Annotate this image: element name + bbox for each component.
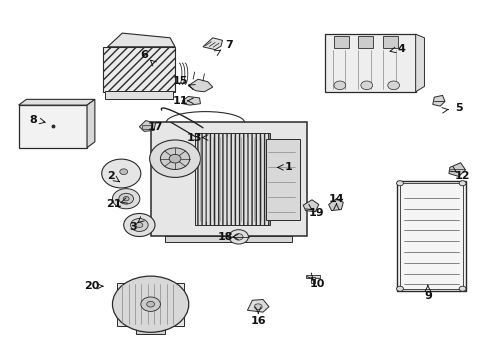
Circle shape bbox=[123, 197, 129, 201]
Polygon shape bbox=[188, 79, 212, 92]
Circle shape bbox=[149, 140, 200, 177]
Circle shape bbox=[130, 219, 148, 231]
Bar bbox=[325, 34, 415, 92]
Polygon shape bbox=[182, 96, 200, 105]
Text: 15: 15 bbox=[172, 76, 187, 86]
Text: 2: 2 bbox=[107, 171, 115, 181]
Text: 5: 5 bbox=[454, 103, 462, 113]
Circle shape bbox=[254, 304, 262, 310]
Text: 4: 4 bbox=[396, 44, 404, 54]
Polygon shape bbox=[87, 99, 95, 148]
Circle shape bbox=[228, 230, 248, 244]
Text: 11: 11 bbox=[172, 96, 187, 106]
Circle shape bbox=[112, 189, 140, 209]
Bar bbox=[265, 139, 299, 220]
Bar bbox=[396, 181, 465, 291]
Polygon shape bbox=[139, 121, 155, 131]
Bar bbox=[19, 105, 87, 148]
Text: 16: 16 bbox=[250, 316, 265, 326]
Circle shape bbox=[141, 297, 160, 311]
Text: 3: 3 bbox=[129, 222, 137, 232]
Text: 6: 6 bbox=[140, 50, 148, 60]
Circle shape bbox=[169, 154, 181, 163]
Text: 7: 7 bbox=[224, 40, 232, 50]
Polygon shape bbox=[19, 99, 95, 105]
Bar bbox=[194, 133, 270, 225]
Bar bbox=[105, 91, 172, 99]
Text: 10: 10 bbox=[309, 279, 325, 289]
Bar bbox=[142, 125, 150, 129]
Text: 13: 13 bbox=[186, 132, 202, 143]
Bar bbox=[310, 277, 315, 283]
Circle shape bbox=[146, 301, 154, 307]
Circle shape bbox=[136, 222, 142, 228]
Text: 21: 21 bbox=[105, 199, 121, 210]
Circle shape bbox=[119, 193, 133, 204]
Bar bbox=[150, 122, 306, 236]
Circle shape bbox=[102, 159, 141, 188]
Polygon shape bbox=[247, 300, 268, 312]
Polygon shape bbox=[203, 38, 222, 50]
Polygon shape bbox=[303, 200, 318, 212]
Bar bbox=[382, 36, 397, 48]
Text: 12: 12 bbox=[453, 171, 469, 181]
Circle shape bbox=[333, 81, 345, 90]
Bar bbox=[399, 183, 462, 289]
Circle shape bbox=[396, 181, 403, 186]
Circle shape bbox=[458, 286, 465, 291]
Polygon shape bbox=[432, 95, 444, 106]
Polygon shape bbox=[448, 163, 465, 176]
Bar bbox=[333, 36, 348, 48]
Text: 18: 18 bbox=[218, 232, 233, 242]
Bar bbox=[358, 36, 372, 48]
Text: 1: 1 bbox=[284, 162, 292, 172]
Circle shape bbox=[112, 276, 188, 332]
Circle shape bbox=[120, 169, 127, 175]
Text: 8: 8 bbox=[29, 114, 37, 125]
Text: 20: 20 bbox=[84, 281, 100, 291]
Polygon shape bbox=[111, 165, 132, 181]
Circle shape bbox=[234, 234, 243, 240]
Text: 9: 9 bbox=[423, 291, 431, 301]
Bar bbox=[117, 283, 183, 326]
Circle shape bbox=[387, 81, 399, 90]
Bar bbox=[305, 275, 320, 278]
Circle shape bbox=[396, 286, 403, 291]
Polygon shape bbox=[415, 34, 424, 92]
Bar bbox=[136, 328, 165, 334]
Polygon shape bbox=[165, 236, 292, 242]
Circle shape bbox=[123, 213, 155, 237]
Circle shape bbox=[160, 148, 189, 170]
Polygon shape bbox=[328, 199, 343, 211]
Polygon shape bbox=[107, 33, 175, 47]
Text: 17: 17 bbox=[147, 122, 163, 132]
Circle shape bbox=[360, 81, 372, 90]
Bar bbox=[102, 47, 175, 92]
Text: 19: 19 bbox=[308, 208, 324, 218]
Circle shape bbox=[458, 181, 465, 186]
Text: 14: 14 bbox=[328, 194, 344, 204]
